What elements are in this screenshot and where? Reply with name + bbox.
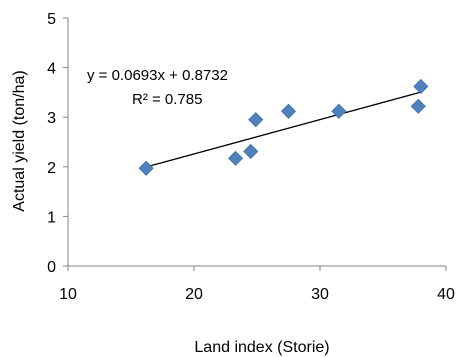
- r-squared-label: R² = 0.785: [132, 91, 202, 108]
- y-tick-label: 2: [47, 160, 56, 177]
- data-point: [138, 160, 154, 176]
- x-tick-label: 30: [311, 286, 329, 303]
- trendline: [145, 91, 421, 168]
- trendline-layer: [145, 91, 421, 168]
- data-point: [228, 150, 244, 166]
- y-tick-label: 1: [47, 209, 56, 226]
- data-point: [413, 78, 429, 95]
- y-axis-title: Actual yield (ton/ha): [11, 70, 28, 211]
- y-tick-label: 5: [47, 11, 56, 28]
- y-tick-label: 4: [47, 61, 56, 78]
- x-tick-label: 40: [437, 286, 455, 303]
- data-point: [248, 112, 264, 128]
- data-point: [331, 103, 347, 119]
- y-tick-label: 0: [47, 259, 56, 276]
- axes: [63, 17, 447, 271]
- data-point: [243, 143, 259, 159]
- data-point: [280, 103, 297, 119]
- x-axis-title: Land index (Storie): [194, 339, 329, 356]
- y-tick-label: 3: [47, 110, 56, 127]
- x-tick-label: 10: [59, 286, 77, 303]
- data-point: [410, 98, 426, 114]
- trendline-equation: y = 0.0693x + 0.8732: [87, 67, 228, 84]
- data-points: [138, 78, 429, 176]
- tick-labels: 0 1 2 3 4 5 10 20 30 40: [47, 11, 455, 303]
- x-tick-label: 20: [185, 286, 203, 303]
